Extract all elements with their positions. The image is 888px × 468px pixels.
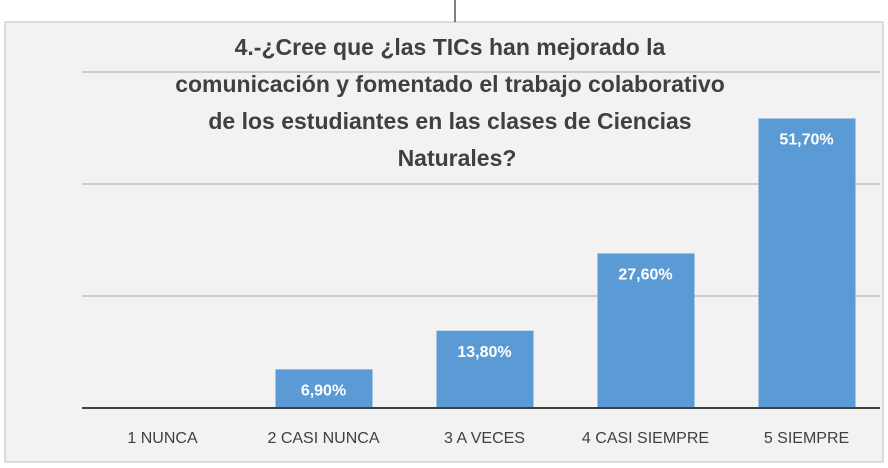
x-tick-label: 2 CASI NUNCA [267, 430, 379, 447]
bar [436, 330, 534, 408]
x-tick-label: 3 A VECES [444, 430, 525, 447]
value-label: 51,70% [779, 132, 833, 149]
x-tick-label: 4 CASI SIEMPRE [582, 430, 709, 447]
x-tick-label: 1 NUNCA [127, 430, 198, 447]
value-label: 13,80% [457, 344, 511, 361]
value-label: 6,90% [301, 383, 346, 400]
bar [758, 118, 856, 408]
chart-title: Naturales? [398, 145, 517, 171]
bar [597, 253, 695, 408]
value-label: 27,60% [618, 267, 672, 284]
bar [275, 369, 373, 408]
chart-title: comunicación y fomentado el trabajo cola… [175, 71, 725, 97]
chart-title: de los estudiantes en las clases de Cien… [208, 108, 691, 134]
x-tick-label: 5 SIEMPRE [764, 430, 849, 447]
chart-title: 4.-¿Cree que ¿las TICs han mejorado la [235, 34, 666, 60]
